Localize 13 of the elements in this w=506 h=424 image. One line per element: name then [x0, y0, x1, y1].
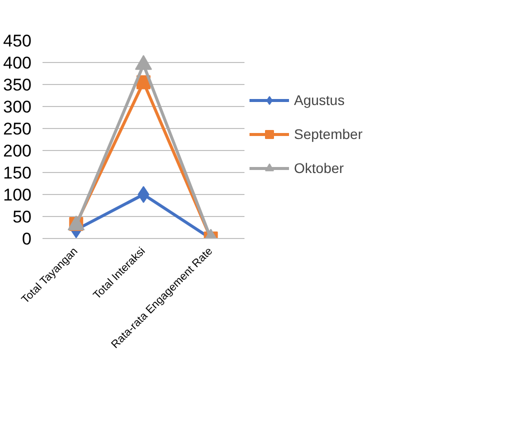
y-tick-label: 450 — [3, 32, 32, 50]
y-tick-label: 250 — [3, 120, 32, 138]
y-tick-label: 300 — [3, 98, 32, 116]
legend-label: September — [294, 126, 362, 142]
y-tick-label: 0 — [22, 230, 32, 248]
y-tick-label: 100 — [3, 186, 32, 204]
y-tick-label: 150 — [3, 164, 32, 182]
legend-label: Oktober — [294, 160, 344, 176]
y-tick-label: 350 — [3, 76, 32, 94]
y-tick-label: 200 — [3, 142, 32, 160]
legend-label: Agustus — [294, 92, 345, 108]
y-tick-label: 400 — [3, 54, 32, 72]
y-tick-label: 50 — [12, 208, 32, 226]
